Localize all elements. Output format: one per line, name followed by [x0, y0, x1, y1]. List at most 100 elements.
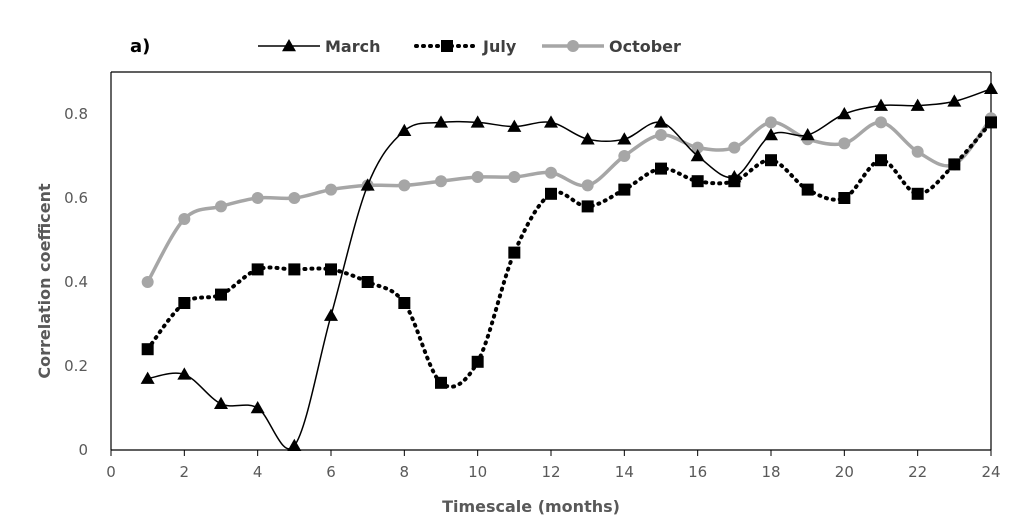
- data-point-october: [875, 116, 887, 129]
- legend: March July October: [258, 37, 681, 56]
- data-point-march: [800, 128, 815, 141]
- data-point-july: [178, 297, 191, 309]
- data-point-october: [288, 192, 301, 204]
- data-point-march: [910, 98, 925, 111]
- data-point-july: [508, 246, 521, 259]
- x-tick-label: 6: [326, 463, 336, 481]
- data-point-october: [655, 129, 667, 141]
- data-point-october: [398, 179, 411, 192]
- legend-item-october: October: [542, 37, 681, 56]
- legend-label-march: March: [325, 37, 380, 56]
- data-point-march: [764, 128, 778, 141]
- data-point-july: [471, 355, 484, 368]
- data-point-july: [141, 343, 154, 356]
- data-point-march: [470, 115, 485, 128]
- data-point-july: [911, 187, 924, 200]
- axes: [110, 71, 992, 456]
- data-point-march: [544, 115, 558, 128]
- data-point-july: [325, 263, 337, 276]
- data-point-july: [765, 154, 777, 167]
- data-point-october: [838, 137, 851, 150]
- x-tick-label: 20: [835, 463, 854, 481]
- legend-item-july: July: [414, 37, 517, 56]
- legend-label-october: October: [609, 37, 681, 56]
- data-point-october: [581, 179, 594, 192]
- data-point-july: [691, 175, 704, 188]
- data-point-march: [874, 98, 888, 111]
- legend-label-july: July: [482, 37, 517, 56]
- x-tick-label: 16: [688, 463, 707, 481]
- data-point-march: [250, 401, 265, 414]
- series-line-july: [145, 120, 993, 389]
- data-point-march: [507, 119, 522, 132]
- series-october: [141, 112, 997, 288]
- x-tick-label: 14: [615, 463, 634, 481]
- data-point-october: [325, 183, 337, 196]
- data-point-march: [360, 178, 375, 191]
- x-axis-title: Timescale (months): [442, 497, 620, 516]
- data-point-july: [251, 263, 264, 276]
- data-point-july: [361, 276, 374, 288]
- series-march: [140, 81, 998, 452]
- y-tick-label: 0.8: [64, 105, 88, 123]
- data-point-october: [508, 171, 521, 183]
- y-axis-title: Correlation coefficent: [35, 183, 54, 379]
- data-point-july: [801, 183, 814, 196]
- x-tick-label: 2: [180, 463, 190, 481]
- data-point-march: [434, 115, 448, 128]
- data-point-july: [398, 297, 411, 309]
- data-point-july: [875, 154, 887, 167]
- legend-marker-october: [567, 40, 579, 52]
- data-point-july: [618, 183, 631, 196]
- x-tick-label: 12: [541, 463, 560, 481]
- series-layer: [140, 81, 998, 452]
- data-point-october: [141, 276, 154, 288]
- data-point-july: [948, 158, 961, 171]
- y-tick-label: 0: [78, 441, 88, 459]
- data-point-july: [985, 116, 997, 129]
- series-line-october: [146, 117, 993, 283]
- data-point-july: [215, 288, 227, 301]
- panel-label: a): [130, 36, 150, 57]
- data-point-july: [288, 263, 301, 276]
- data-point-october: [765, 116, 777, 129]
- data-point-march: [214, 396, 228, 410]
- x-tick-label: 24: [981, 463, 1000, 481]
- data-point-july: [838, 192, 851, 204]
- data-point-march: [727, 170, 742, 183]
- x-tick-label: 22: [908, 463, 927, 481]
- data-point-march: [580, 132, 595, 145]
- data-point-july: [435, 376, 447, 389]
- series-line-march: [147, 88, 992, 450]
- data-point-march: [140, 371, 155, 384]
- data-point-october: [728, 141, 741, 154]
- x-tick-label: 0: [106, 463, 116, 481]
- data-point-july: [545, 187, 557, 200]
- data-point-march: [837, 107, 852, 120]
- legend-item-march: March: [258, 37, 380, 56]
- data-point-july: [581, 200, 594, 213]
- legend-marker-march: [282, 39, 296, 52]
- x-tick-label: 18: [761, 463, 780, 481]
- data-point-october: [691, 141, 704, 154]
- data-point-october: [618, 150, 631, 162]
- data-point-march: [397, 123, 412, 137]
- data-point-march: [617, 132, 632, 145]
- x-tick-label: 10: [468, 463, 487, 481]
- data-point-march: [947, 94, 962, 107]
- data-point-march: [177, 367, 192, 380]
- data-point-october: [911, 145, 924, 158]
- data-point-march: [690, 149, 705, 162]
- data-point-march: [287, 438, 302, 452]
- data-point-march: [654, 115, 668, 128]
- data-point-october: [545, 166, 557, 179]
- data-point-october: [215, 200, 227, 213]
- series-july: [141, 116, 997, 389]
- y-tick-label: 0.4: [64, 273, 88, 291]
- y-tick-label: 0.2: [64, 357, 88, 375]
- data-point-october: [471, 171, 484, 183]
- data-point-october: [251, 192, 264, 204]
- data-point-october: [435, 175, 447, 188]
